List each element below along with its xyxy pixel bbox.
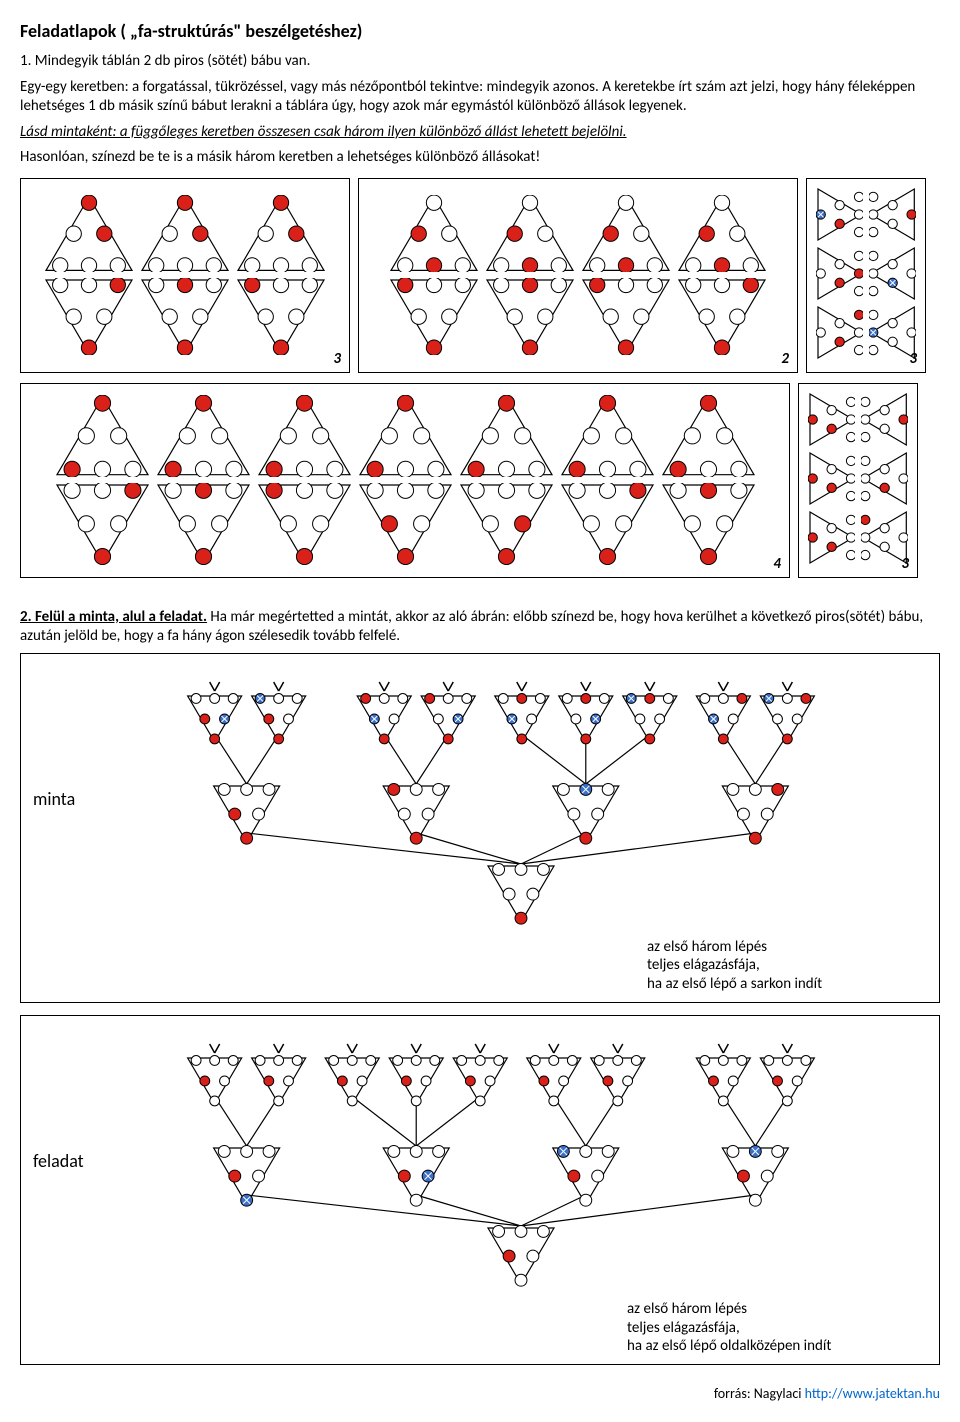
- panel-number: 3: [333, 350, 341, 368]
- panel-4: 4: [20, 383, 790, 578]
- panel-row-2: 4 3: [20, 383, 940, 578]
- intro-line-1: 1. Mindegyik táblán 2 db piros (sötét) b…: [20, 52, 940, 72]
- panel-number: 3: [901, 555, 909, 573]
- intro-line-3: Lásd mintaként: a függőleges keretben ös…: [20, 123, 940, 143]
- panel-3-bottom-right: 3: [798, 383, 918, 578]
- tree-feladat-svg: [111, 1026, 927, 1296]
- panel-3-left: 3: [20, 178, 350, 373]
- tree-panel-minta: minta az első három lépés teljes elágazá…: [20, 653, 940, 1003]
- minta-label: minta: [33, 788, 103, 810]
- panel-2: 2: [358, 178, 798, 373]
- panel-number: 4: [773, 555, 781, 573]
- panel-3-right: 3: [806, 178, 926, 373]
- page-title: Feladatlapok ( „fa-struktúrás" beszélget…: [20, 20, 940, 42]
- footer: forrás: Nagylaci http://www.jatektan.hu: [20, 1385, 940, 1402]
- footer-link[interactable]: http://www.jatektan.hu: [805, 1385, 940, 1402]
- panel-number: 2: [781, 350, 789, 368]
- tree-minta-svg: [111, 664, 927, 934]
- feladat-label: feladat: [33, 1150, 103, 1172]
- intro-line-2: Egy-egy keretben: a forgatással, tükrözé…: [20, 78, 940, 117]
- tree-panel-feladat: feladat az első három lépés teljes elága…: [20, 1015, 940, 1365]
- tree-minta-caption: az első három lépés teljes elágazásfája,…: [647, 938, 927, 994]
- tree-feladat-caption: az első három lépés teljes elágazásfája,…: [627, 1300, 927, 1356]
- panel-row-1: 3 2 3: [20, 178, 940, 373]
- section2-text: 2. Felül a minta, alul a feladat. Ha már…: [20, 608, 940, 647]
- panel-number: 3: [909, 350, 917, 368]
- intro-line-4: Hasonlóan, színezd be te is a másik háro…: [20, 148, 940, 168]
